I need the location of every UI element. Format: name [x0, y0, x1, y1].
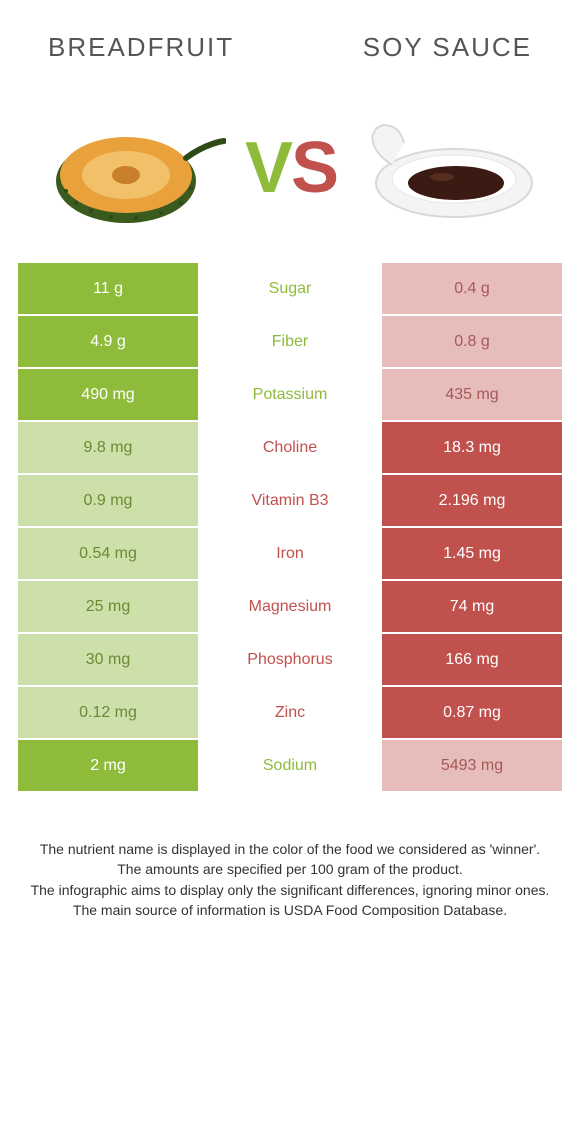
- nutrient-row: 4.9 gFiber0.8 g: [18, 316, 562, 369]
- vs-s: S: [291, 132, 335, 204]
- nutrient-row: 11 gSugar0.4 g: [18, 263, 562, 316]
- left-value: 490 mg: [18, 369, 198, 420]
- nutrient-name: Zinc: [198, 687, 382, 738]
- right-value: 0.87 mg: [382, 687, 562, 738]
- nutrient-name: Vitamin B3: [198, 475, 382, 526]
- footer-line: The main source of information is USDA F…: [30, 900, 550, 920]
- left-value: 0.9 mg: [18, 475, 198, 526]
- nutrient-name: Magnesium: [198, 581, 382, 632]
- nutrient-row: 30 mgPhosphorus166 mg: [18, 634, 562, 687]
- right-value: 1.45 mg: [382, 528, 562, 579]
- right-value: 2.196 mg: [382, 475, 562, 526]
- left-value: 25 mg: [18, 581, 198, 632]
- nutrient-table: 11 gSugar0.4 g4.9 gFiber0.8 g490 mgPotas…: [0, 263, 580, 793]
- nutrient-name: Choline: [198, 422, 382, 473]
- left-value: 30 mg: [18, 634, 198, 685]
- left-food-image: [36, 103, 226, 233]
- nutrient-name: Potassium: [198, 369, 382, 420]
- nutrient-name: Sodium: [198, 740, 382, 791]
- nutrient-name: Sugar: [198, 263, 382, 314]
- footer-line: The amounts are specified per 100 gram o…: [30, 859, 550, 879]
- footer-line: The nutrient name is displayed in the co…: [30, 839, 550, 859]
- nutrient-row: 25 mgMagnesium74 mg: [18, 581, 562, 634]
- right-value: 166 mg: [382, 634, 562, 685]
- nutrient-row: 2 mgSodium5493 mg: [18, 740, 562, 793]
- left-value: 0.12 mg: [18, 687, 198, 738]
- nutrient-row: 0.54 mgIron1.45 mg: [18, 528, 562, 581]
- title-left: Breadfruit: [48, 32, 234, 63]
- nutrient-row: 490 mgPotassium435 mg: [18, 369, 562, 422]
- right-value: 74 mg: [382, 581, 562, 632]
- nutrient-name: Fiber: [198, 316, 382, 367]
- left-value: 0.54 mg: [18, 528, 198, 579]
- footer-notes: The nutrient name is displayed in the co…: [0, 793, 580, 920]
- nutrient-row: 0.12 mgZinc0.87 mg: [18, 687, 562, 740]
- right-value: 435 mg: [382, 369, 562, 420]
- left-value: 4.9 g: [18, 316, 198, 367]
- vs-v: V: [245, 132, 289, 204]
- footer-line: The infographic aims to display only the…: [30, 880, 550, 900]
- right-value: 5493 mg: [382, 740, 562, 791]
- nutrient-row: 9.8 mgCholine18.3 mg: [18, 422, 562, 475]
- right-value: 0.8 g: [382, 316, 562, 367]
- left-value: 2 mg: [18, 740, 198, 791]
- right-value: 0.4 g: [382, 263, 562, 314]
- title-right: Soy sauce: [363, 32, 532, 63]
- vs-label: V S: [245, 132, 335, 204]
- right-food-image: [354, 103, 544, 233]
- nutrient-name: Phosphorus: [198, 634, 382, 685]
- title-row: Breadfruit Soy sauce: [0, 0, 580, 73]
- left-value: 9.8 mg: [18, 422, 198, 473]
- nutrient-row: 0.9 mgVitamin B32.196 mg: [18, 475, 562, 528]
- right-value: 18.3 mg: [382, 422, 562, 473]
- hero-row: V S: [0, 73, 580, 263]
- left-value: 11 g: [18, 263, 198, 314]
- nutrient-name: Iron: [198, 528, 382, 579]
